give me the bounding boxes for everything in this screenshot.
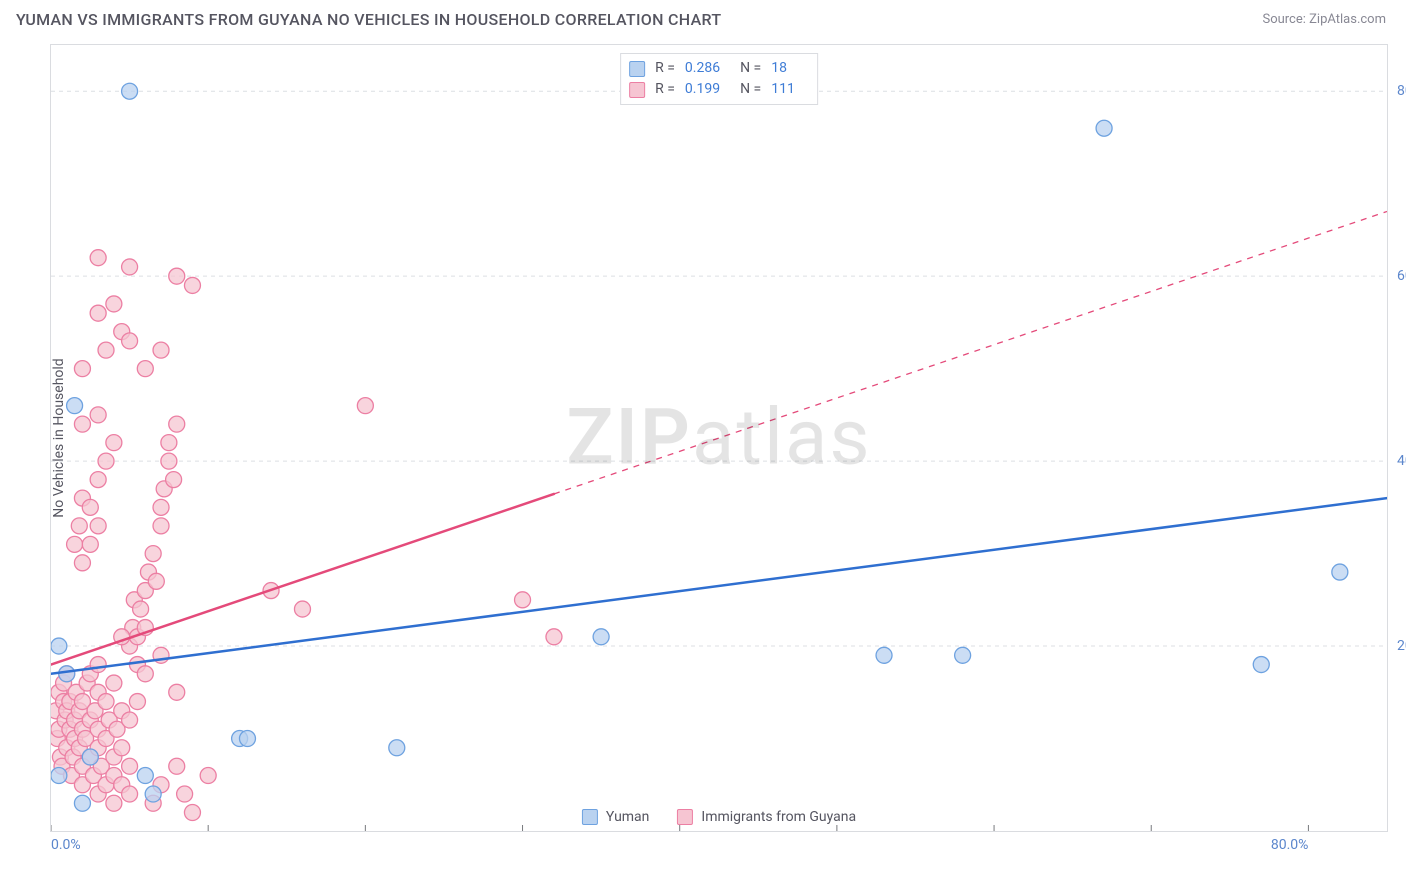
stats-legend-box: R = 0.286 N = 18 R = 0.199 N = 111 <box>620 53 818 105</box>
chart-header: YUMAN VS IMMIGRANTS FROM GUYANA NO VEHIC… <box>0 0 1406 35</box>
legend-label-guyana: Immigrants from Guyana <box>701 809 856 825</box>
n-value-yuman: 18 <box>771 58 787 79</box>
stats-row-guyana: R = 0.199 N = 111 <box>629 79 805 100</box>
n-label: N = <box>740 79 761 100</box>
chart-title: YUMAN VS IMMIGRANTS FROM GUYANA NO VEHIC… <box>16 10 721 29</box>
r-value-yuman: 0.286 <box>685 58 720 79</box>
stats-row-yuman: R = 0.286 N = 18 <box>629 58 805 79</box>
n-label: N = <box>740 58 761 79</box>
n-value-guyana: 111 <box>771 79 795 100</box>
legend-item-yuman: Yuman <box>582 809 649 825</box>
swatch-yuman <box>629 61 645 77</box>
y-tick-label: 20.0% <box>1397 638 1406 654</box>
bottom-legend: Yuman Immigrants from Guyana <box>574 809 864 825</box>
legend-swatch-yuman <box>582 809 598 825</box>
x-tick-label: 0.0% <box>51 837 81 853</box>
source-attribution: Source: ZipAtlas.com <box>1262 12 1386 27</box>
source-name: ZipAtlas.com <box>1309 12 1386 27</box>
scatter-plot <box>51 45 1387 831</box>
x-tick-label: 80.0% <box>1271 837 1309 853</box>
legend-label-yuman: Yuman <box>606 809 649 825</box>
y-tick-label: 40.0% <box>1397 453 1406 469</box>
r-label: R = <box>655 79 675 100</box>
y-tick-label: 60.0% <box>1397 268 1406 284</box>
legend-swatch-guyana <box>677 809 693 825</box>
r-label: R = <box>655 58 675 79</box>
legend-item-guyana: Immigrants from Guyana <box>677 809 856 825</box>
y-tick-label: 80.0% <box>1397 83 1406 99</box>
chart-frame: No Vehicles in Household ZIPatlas R = 0.… <box>50 44 1388 832</box>
source-prefix: Source: <box>1262 12 1309 27</box>
swatch-guyana <box>629 82 645 98</box>
r-value-guyana: 0.199 <box>685 79 720 100</box>
